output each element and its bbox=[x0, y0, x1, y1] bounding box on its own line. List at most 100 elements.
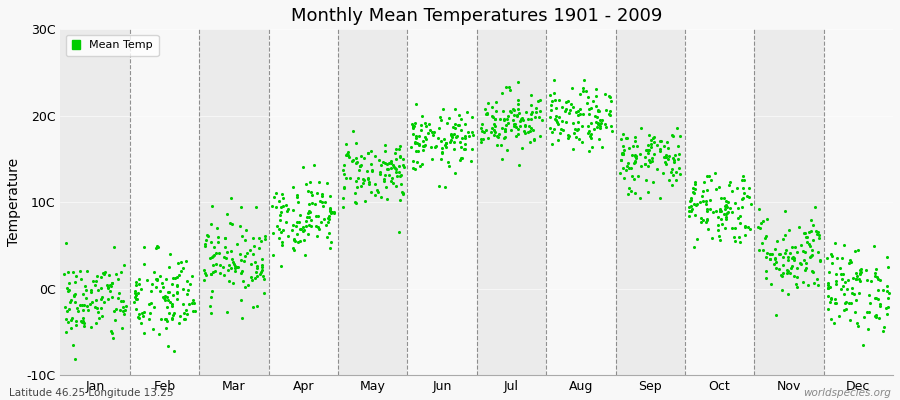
Point bbox=[622, 185, 636, 192]
Point bbox=[274, 204, 289, 210]
Point bbox=[310, 213, 325, 220]
Point bbox=[788, 244, 802, 250]
Point bbox=[580, 123, 595, 129]
Point bbox=[824, 250, 838, 257]
Point bbox=[798, 260, 813, 266]
Point bbox=[364, 161, 378, 167]
Point bbox=[787, 257, 801, 263]
Point bbox=[767, 261, 781, 267]
Point bbox=[180, 310, 194, 317]
Point bbox=[302, 222, 316, 228]
Point bbox=[508, 120, 522, 127]
Point bbox=[63, 299, 77, 305]
Point bbox=[364, 148, 379, 154]
Point bbox=[128, 294, 142, 300]
Point bbox=[66, 342, 80, 349]
Point bbox=[524, 102, 538, 108]
Point bbox=[843, 300, 858, 306]
Point bbox=[533, 108, 547, 114]
Point bbox=[798, 230, 813, 237]
Point bbox=[841, 276, 855, 283]
Point bbox=[583, 131, 598, 137]
Point bbox=[627, 152, 642, 159]
Point bbox=[689, 201, 704, 207]
Point bbox=[135, 310, 149, 316]
Point bbox=[426, 132, 440, 138]
Point bbox=[628, 157, 643, 164]
Point bbox=[656, 170, 670, 176]
Point bbox=[589, 119, 603, 126]
Point bbox=[653, 146, 668, 152]
Point bbox=[272, 235, 286, 242]
Point bbox=[234, 257, 248, 264]
Point bbox=[252, 271, 266, 278]
Point bbox=[246, 304, 260, 310]
Point bbox=[380, 166, 394, 172]
Point bbox=[715, 220, 729, 227]
Point bbox=[659, 152, 673, 158]
Point bbox=[109, 306, 123, 312]
Point bbox=[91, 287, 105, 294]
Point bbox=[598, 107, 613, 113]
Point bbox=[487, 132, 501, 138]
Point bbox=[835, 276, 850, 282]
Point bbox=[701, 226, 716, 232]
Point bbox=[460, 109, 474, 115]
Point bbox=[361, 150, 375, 156]
Point bbox=[407, 123, 421, 129]
Point bbox=[513, 122, 527, 129]
Point bbox=[721, 209, 735, 216]
Point bbox=[703, 196, 717, 203]
Point bbox=[763, 256, 778, 262]
Point bbox=[348, 160, 363, 166]
Point bbox=[554, 130, 568, 136]
Bar bbox=[754, 29, 824, 375]
Point bbox=[198, 242, 212, 249]
Point bbox=[161, 343, 176, 350]
Point bbox=[544, 106, 558, 113]
Point bbox=[485, 125, 500, 132]
Point bbox=[417, 142, 431, 149]
Point bbox=[860, 326, 875, 332]
Point bbox=[249, 303, 264, 309]
Point bbox=[580, 100, 594, 106]
Point bbox=[432, 125, 446, 131]
Point bbox=[684, 207, 698, 214]
Point bbox=[846, 275, 860, 281]
Point bbox=[327, 210, 341, 216]
Point bbox=[493, 142, 508, 148]
Point bbox=[267, 194, 282, 201]
Point bbox=[296, 224, 310, 230]
Point bbox=[621, 191, 635, 197]
Point bbox=[614, 156, 628, 163]
Point bbox=[77, 283, 92, 289]
Point bbox=[824, 296, 838, 302]
Point bbox=[725, 208, 740, 215]
Point bbox=[575, 123, 590, 130]
Point bbox=[310, 190, 324, 196]
Point bbox=[489, 99, 503, 105]
Point bbox=[327, 209, 341, 215]
Point bbox=[165, 314, 179, 321]
Point bbox=[111, 276, 125, 282]
Point bbox=[252, 235, 266, 242]
Point bbox=[321, 215, 336, 221]
Point bbox=[583, 134, 598, 141]
Point bbox=[813, 257, 827, 263]
Point bbox=[276, 226, 291, 233]
Point bbox=[736, 195, 751, 201]
Point bbox=[311, 179, 326, 185]
Point bbox=[491, 134, 505, 140]
Point bbox=[730, 184, 744, 191]
Point bbox=[447, 125, 462, 132]
Point bbox=[58, 316, 73, 322]
Point bbox=[372, 156, 386, 163]
Point bbox=[629, 143, 643, 149]
Point bbox=[157, 295, 171, 302]
Point bbox=[494, 90, 508, 96]
Point bbox=[404, 144, 419, 150]
Point bbox=[644, 140, 659, 147]
Point bbox=[393, 173, 408, 179]
Point bbox=[590, 120, 605, 126]
Point bbox=[293, 238, 308, 244]
